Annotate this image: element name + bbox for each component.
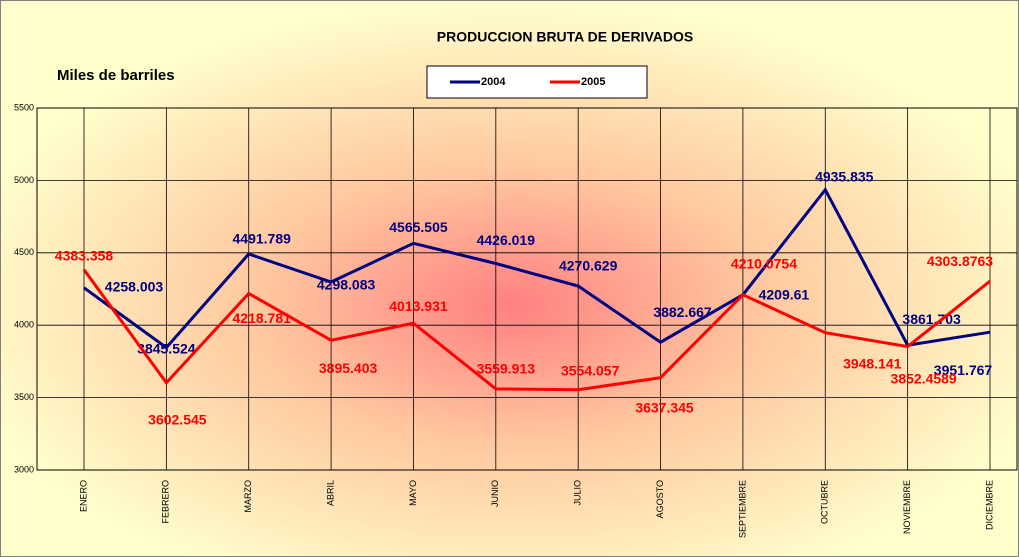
series-line: [83, 186, 991, 350]
y-tick-label: 4500: [14, 247, 34, 257]
x-tick-label: FEBRERO: [161, 480, 171, 524]
data-label: 4303.8763: [927, 253, 993, 269]
x-tick-label: MAYO: [408, 480, 418, 506]
data-label: 4218.781: [233, 310, 292, 326]
data-label: 4491.789: [233, 231, 292, 247]
x-tick-label: DICIEMBRE: [984, 480, 994, 530]
data-label: 3852.4589: [891, 370, 957, 386]
x-tick-label: MARZO: [243, 480, 253, 513]
data-label: 4935.835: [815, 168, 874, 184]
x-tick-label: OCTUBRE: [820, 480, 830, 524]
data-label: 3845.524: [137, 340, 196, 356]
legend-label: 2005: [581, 76, 605, 88]
x-tick-label: JUNIO: [490, 480, 500, 507]
data-label: 3948.141: [843, 355, 902, 371]
data-label: 4565.505: [389, 219, 448, 235]
data-label: 3602.545: [148, 411, 207, 427]
y-tick-label: 5500: [14, 102, 34, 112]
x-tick-label: ABRIL: [325, 480, 335, 506]
y-tick-label: 4000: [14, 320, 34, 330]
series-line: [82, 268, 991, 392]
legend-label: 2004: [481, 76, 506, 88]
data-label: 3861.703: [902, 311, 961, 327]
x-tick-label: AGOSTO: [655, 480, 665, 518]
data-label: 3637.345: [635, 399, 694, 415]
x-tick-label: ENERO: [78, 480, 88, 512]
x-tick-label: JULIO: [573, 480, 583, 506]
data-label: 4210.0754: [731, 255, 797, 271]
data-label: 4383.358: [55, 247, 114, 263]
data-label: 4209.61: [759, 287, 810, 303]
y-tick-label: 3500: [14, 392, 34, 402]
data-label: 3895.403: [319, 360, 378, 376]
x-tick-label: SEPTIEMBRE: [737, 480, 747, 538]
y-tick-label: 5000: [14, 175, 34, 185]
chart-title: PRODUCCION BRUTA DE DERIVADOS: [437, 29, 693, 45]
data-label: 3554.057: [561, 362, 620, 378]
x-tick-label: NOVIEMBRE: [902, 480, 912, 534]
data-label: 4298.083: [317, 277, 376, 293]
data-label: 4270.629: [559, 258, 618, 274]
data-label: 4258.003: [105, 279, 164, 295]
data-label: 3559.913: [477, 361, 536, 377]
data-label: 3882.667: [653, 304, 712, 320]
data-label: 3951.767: [934, 362, 993, 378]
y-tick-label: 3000: [14, 464, 34, 474]
data-label: 4426.019: [477, 232, 536, 248]
data-label: 4013.931: [389, 298, 448, 314]
y-axis-label: Miles de barriles: [57, 67, 175, 84]
